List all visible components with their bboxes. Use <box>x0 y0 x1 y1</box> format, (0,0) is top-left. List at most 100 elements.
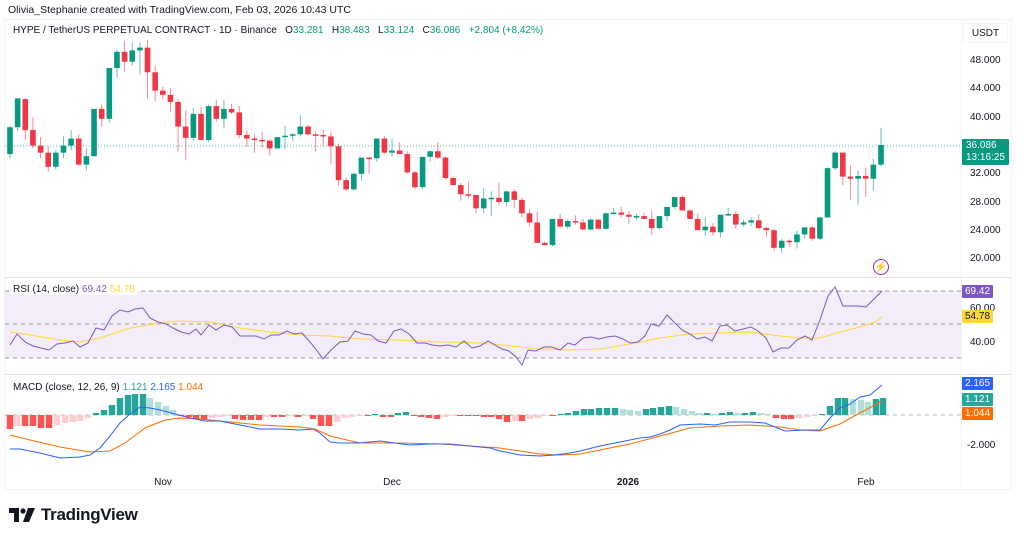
currency-unit-button[interactable]: USDT <box>963 23 1008 43</box>
lightning-event-icon[interactable]: ⚡ <box>873 259 889 275</box>
close-value: 36.086 <box>429 25 461 36</box>
candle <box>343 180 349 190</box>
last-price-tag: 36.086 13:16:25 <box>962 139 1009 165</box>
candle <box>152 72 158 91</box>
candle <box>633 216 640 218</box>
candle <box>60 145 67 153</box>
candle <box>702 226 709 231</box>
macd-legend: MACD (close, 12, 26, 9) 1.121 2.165 1.04… <box>11 382 206 393</box>
chart-credit: Olivia_Stephanie created with TradingVie… <box>8 4 352 16</box>
candle <box>30 130 36 146</box>
rsi-ma-value: 54.78 <box>109 284 135 295</box>
candle <box>839 152 846 177</box>
candle <box>236 112 243 136</box>
candle <box>641 216 647 219</box>
rsi-tick: 40.00 <box>970 337 996 348</box>
candle <box>618 212 625 215</box>
candle <box>664 206 670 217</box>
candle <box>274 137 281 149</box>
pane-divider[interactable] <box>4 374 1012 375</box>
candle <box>297 126 304 135</box>
candle <box>725 213 731 216</box>
bar-countdown: 13:16:25 <box>966 152 1005 163</box>
candle <box>473 194 479 209</box>
candle <box>129 50 136 62</box>
rsi-value-tag: 69.42 <box>962 285 994 298</box>
candle <box>98 108 105 119</box>
candle <box>778 240 785 248</box>
candle <box>37 145 44 153</box>
candle <box>412 172 418 188</box>
candle <box>755 220 762 229</box>
candle <box>320 135 327 137</box>
time-label-feb: Feb <box>857 477 875 488</box>
macd-signal-tag: 1.044 <box>962 407 994 420</box>
candle <box>855 175 861 179</box>
candle <box>328 136 334 147</box>
candle <box>366 157 372 160</box>
candle <box>7 127 13 155</box>
candle <box>610 212 617 215</box>
rsi-title[interactable]: RSI (14, close) <box>13 284 80 295</box>
high-value: 38.483 <box>339 25 370 36</box>
rsi-tick: 60.00 <box>970 303 996 314</box>
candle <box>809 227 816 239</box>
candle <box>801 227 808 235</box>
candle <box>312 134 319 136</box>
low-label: L <box>378 25 384 36</box>
candle <box>465 194 472 196</box>
candle <box>488 197 495 200</box>
open-value: 33.281 <box>292 25 324 36</box>
candle <box>442 157 449 179</box>
candle <box>457 185 464 195</box>
candle <box>22 99 29 131</box>
candle <box>45 152 52 167</box>
macd-title[interactable]: MACD (close, 12, 26, 9) <box>13 382 120 393</box>
candle <box>648 218 655 229</box>
candle <box>603 213 609 229</box>
candle <box>496 197 502 202</box>
rsi-ma-tag: 54.78 <box>962 310 994 323</box>
last-price-value: 36.086 <box>966 140 997 151</box>
candle <box>519 199 525 214</box>
candle <box>83 156 90 165</box>
change-value: +2.804 (+8.42%) <box>468 25 544 36</box>
candle <box>771 230 777 248</box>
macd-hist-tag: 1.121 <box>962 393 994 406</box>
candle <box>587 219 594 230</box>
candle <box>717 214 724 233</box>
price-tick: 28.000 <box>970 197 1001 208</box>
candle <box>656 216 663 229</box>
macd-line-value: 2.165 <box>150 382 176 393</box>
candle <box>786 240 793 243</box>
candle <box>480 198 487 209</box>
candle <box>213 106 220 119</box>
candle <box>870 164 877 179</box>
candle <box>557 218 563 227</box>
candle <box>244 135 250 139</box>
price-tick: 40.000 <box>970 112 1001 123</box>
candle <box>396 150 403 155</box>
price-tick: 48.000 <box>970 55 1001 66</box>
price-tick: 32.000 <box>970 168 1001 179</box>
macd-tick: -2.000 <box>967 440 996 451</box>
candle <box>694 218 701 231</box>
candle <box>175 101 181 127</box>
pane-divider[interactable] <box>4 277 1012 278</box>
candle <box>106 68 113 119</box>
rsi-value: 69.42 <box>81 284 107 295</box>
candle <box>687 210 693 219</box>
candle <box>733 213 739 225</box>
candle <box>198 113 204 140</box>
candle <box>190 113 197 138</box>
candle <box>53 152 59 167</box>
candle <box>419 156 426 188</box>
macd-signal-value: 1.044 <box>178 382 204 393</box>
candle <box>289 134 296 136</box>
candle <box>450 178 456 186</box>
candle <box>221 108 227 119</box>
symbol-title[interactable]: HYPE / TetherUS PERPETUAL CONTRACT · 1D … <box>13 25 277 36</box>
candle <box>144 47 151 73</box>
candle <box>114 51 120 69</box>
